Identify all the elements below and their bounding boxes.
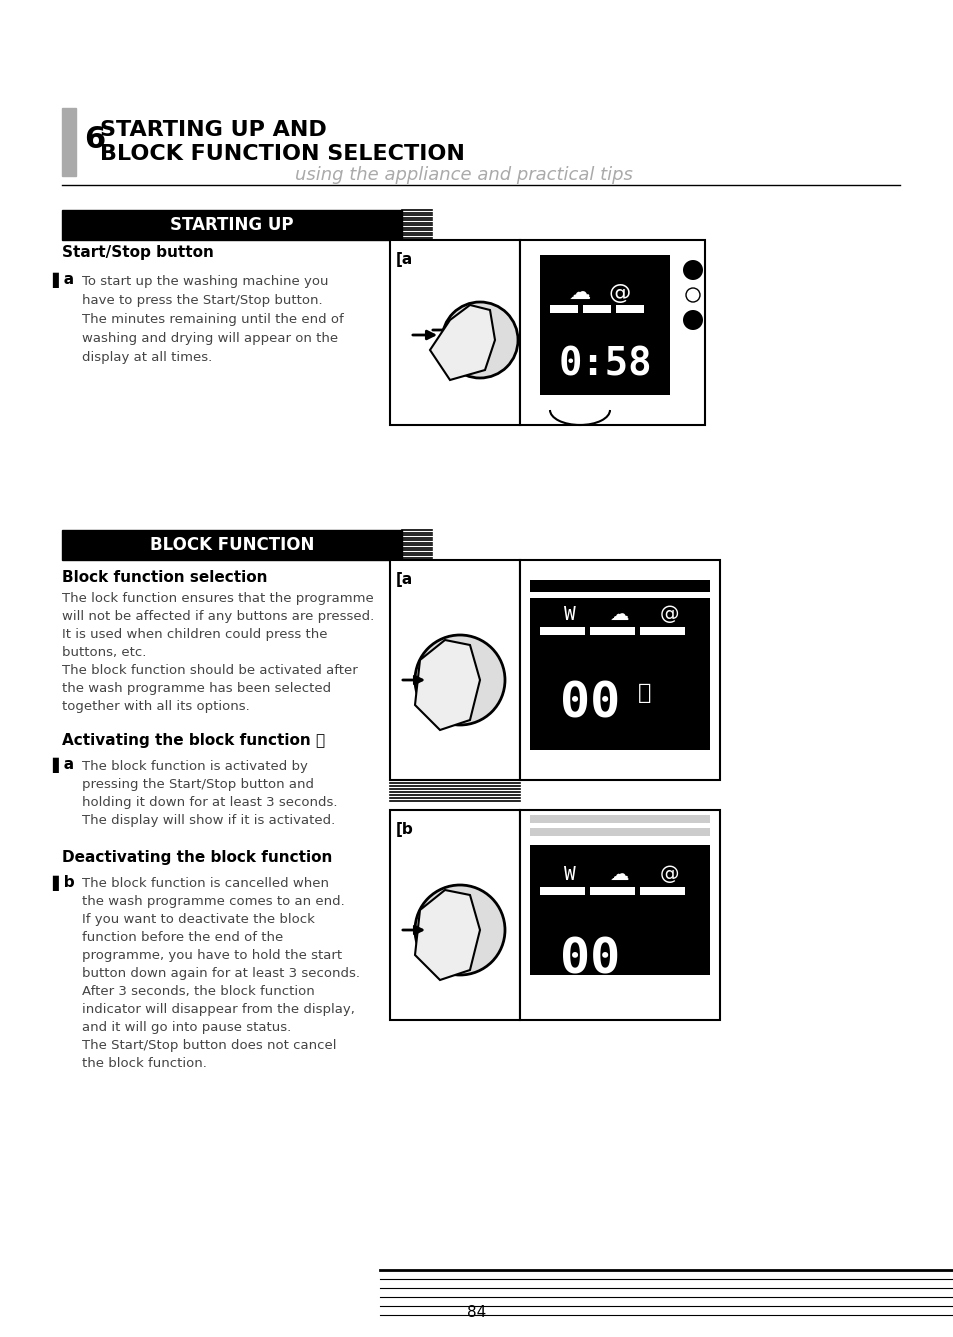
Text: @: @: [608, 283, 631, 303]
Bar: [62, 210, 401, 241]
Text: It is used when children could press the: It is used when children could press the: [62, 628, 327, 640]
Text: ▌a: ▌a: [52, 758, 74, 773]
Text: BLOCK FUNCTION: BLOCK FUNCTION: [150, 536, 314, 554]
Text: After 3 seconds, the block function: After 3 seconds, the block function: [82, 985, 314, 997]
Text: the wash programme has been selected: the wash programme has been selected: [62, 682, 331, 695]
Text: the wash programme comes to an end.: the wash programme comes to an end.: [82, 894, 344, 908]
Bar: [519, 241, 704, 425]
Bar: [390, 241, 519, 425]
Text: button down again for at least 3 seconds.: button down again for at least 3 seconds…: [82, 967, 359, 980]
Text: function before the end of the: function before the end of the: [82, 931, 283, 944]
Bar: [530, 828, 709, 836]
Bar: [530, 816, 709, 824]
Text: display at all times.: display at all times.: [82, 352, 212, 364]
Bar: [589, 886, 635, 894]
Text: [a: [a: [395, 572, 413, 587]
Polygon shape: [415, 640, 479, 730]
Text: ☁: ☁: [568, 283, 591, 303]
Bar: [530, 580, 709, 750]
Bar: [530, 592, 709, 598]
Circle shape: [415, 635, 504, 725]
Text: The display will show if it is activated.: The display will show if it is activated…: [82, 814, 335, 828]
Text: holding it down for at least 3 seconds.: holding it down for at least 3 seconds.: [82, 796, 337, 809]
Text: together with all its options.: together with all its options.: [62, 701, 250, 713]
Text: STARTING UP: STARTING UP: [170, 217, 294, 234]
Text: The block function should be activated after: The block function should be activated a…: [62, 664, 357, 677]
Text: Deactivating the block function: Deactivating the block function: [62, 850, 332, 865]
Bar: [530, 845, 709, 975]
Text: The Start/Stop button does not cancel: The Start/Stop button does not cancel: [82, 1039, 336, 1052]
Text: 🔒: 🔒: [638, 683, 651, 703]
Text: The block function is activated by: The block function is activated by: [82, 759, 308, 773]
Bar: [539, 886, 584, 894]
Text: @: @: [659, 865, 679, 884]
Text: W: W: [563, 606, 576, 624]
Text: ☁: ☁: [610, 865, 629, 884]
Text: W: W: [563, 865, 576, 884]
Bar: [539, 627, 584, 635]
Circle shape: [415, 885, 504, 975]
Bar: [550, 305, 578, 313]
Text: BLOCK FUNCTION SELECTION: BLOCK FUNCTION SELECTION: [100, 144, 464, 164]
Text: If you want to deactivate the block: If you want to deactivate the block: [82, 913, 314, 927]
Text: buttons, etc.: buttons, etc.: [62, 646, 146, 659]
Text: @: @: [659, 606, 679, 624]
Bar: [519, 810, 720, 1020]
Text: 84: 84: [467, 1305, 486, 1320]
Circle shape: [441, 302, 517, 378]
Text: To start up the washing machine you: To start up the washing machine you: [82, 275, 328, 287]
Bar: [639, 886, 684, 894]
Text: [a: [a: [395, 251, 413, 267]
Circle shape: [682, 259, 702, 279]
Bar: [639, 627, 684, 635]
Text: 00: 00: [559, 935, 619, 983]
Text: 6: 6: [84, 126, 105, 155]
Text: and it will go into pause status.: and it will go into pause status.: [82, 1021, 291, 1034]
Text: Block function selection: Block function selection: [62, 570, 267, 586]
Text: ▌a: ▌a: [52, 273, 74, 289]
Text: 00: 00: [559, 681, 619, 729]
Text: The block function is cancelled when: The block function is cancelled when: [82, 877, 329, 890]
Text: STARTING UP AND: STARTING UP AND: [100, 120, 327, 140]
Text: The lock function ensures that the programme: The lock function ensures that the progr…: [62, 592, 374, 606]
Text: Activating the block function 🔒: Activating the block function 🔒: [62, 733, 325, 747]
Bar: [390, 560, 519, 779]
Text: programme, you have to hold the start: programme, you have to hold the start: [82, 949, 342, 963]
Text: the block function.: the block function.: [82, 1058, 207, 1070]
Circle shape: [682, 310, 702, 330]
Bar: [616, 305, 643, 313]
Text: pressing the Start/Stop button and: pressing the Start/Stop button and: [82, 778, 314, 792]
Polygon shape: [62, 108, 76, 176]
Text: 0:58: 0:58: [558, 345, 651, 382]
Polygon shape: [430, 305, 495, 380]
Circle shape: [685, 287, 700, 302]
Text: ☁: ☁: [610, 606, 629, 624]
Text: will not be affected if any buttons are pressed.: will not be affected if any buttons are …: [62, 610, 374, 623]
Polygon shape: [415, 890, 479, 980]
Text: [b: [b: [395, 822, 414, 837]
Bar: [62, 529, 401, 560]
Text: ▌b: ▌b: [52, 874, 74, 890]
Bar: [390, 810, 519, 1020]
Text: using the appliance and practical tips: using the appliance and practical tips: [294, 166, 632, 185]
Bar: [589, 627, 635, 635]
Bar: [582, 305, 610, 313]
Text: The minutes remaining until the end of: The minutes remaining until the end of: [82, 313, 343, 326]
Text: have to press the Start/Stop button.: have to press the Start/Stop button.: [82, 294, 322, 308]
Bar: [539, 255, 669, 394]
Text: washing and drying will appear on the: washing and drying will appear on the: [82, 332, 337, 345]
Text: Start/Stop button: Start/Stop button: [62, 245, 213, 259]
Bar: [519, 560, 720, 779]
Text: indicator will disappear from the display,: indicator will disappear from the displa…: [82, 1003, 355, 1016]
